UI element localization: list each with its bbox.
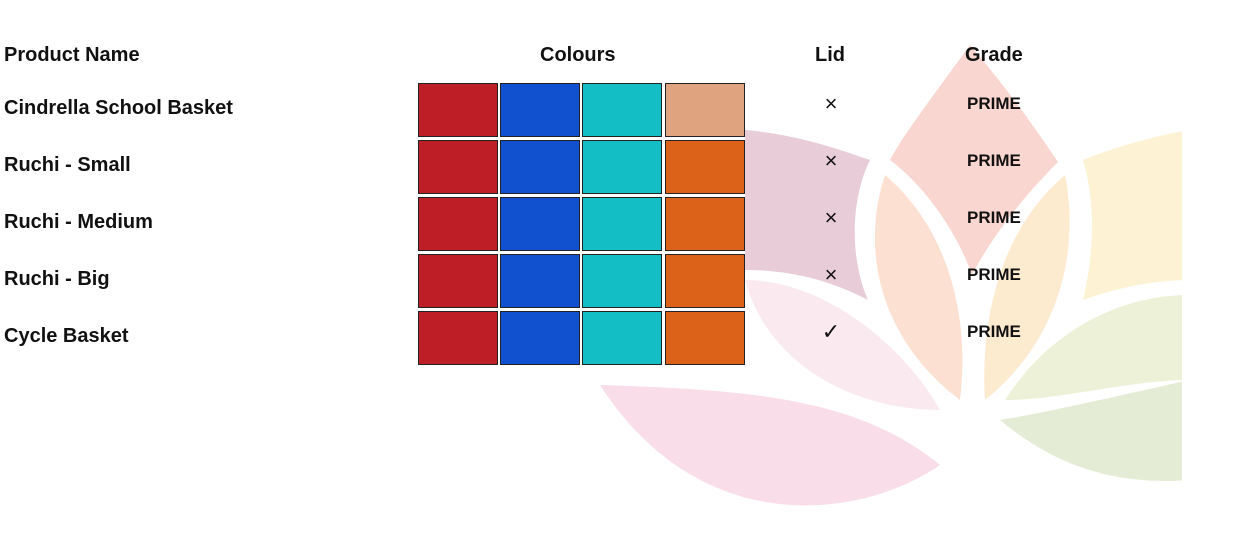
grade-value: PRIME xyxy=(967,208,1021,227)
colour-swatch xyxy=(665,140,745,194)
colour-swatch xyxy=(665,254,745,308)
colour-swatch xyxy=(418,197,498,251)
petal xyxy=(874,175,963,400)
grade-value: PRIME xyxy=(967,322,1021,341)
colour-swatch xyxy=(665,311,745,365)
petal xyxy=(745,280,940,410)
colour-swatch xyxy=(418,254,498,308)
colour-swatch xyxy=(500,311,580,365)
colour-swatch xyxy=(582,254,662,308)
petal xyxy=(890,45,1058,275)
colour-swatch xyxy=(500,254,580,308)
petal xyxy=(1005,295,1182,400)
colour-swatch xyxy=(418,311,498,365)
cross-icon: × xyxy=(824,91,838,116)
header-product-name: Product Name xyxy=(4,44,140,66)
product-name: Ruchi - Small xyxy=(4,154,131,176)
petal xyxy=(984,175,1070,400)
grade-value: PRIME xyxy=(967,94,1021,113)
colour-swatch xyxy=(500,83,580,137)
product-name: Ruchi - Medium xyxy=(4,211,153,233)
cross-icon: × xyxy=(824,205,838,230)
grade-value: PRIME xyxy=(967,151,1021,170)
colour-swatch xyxy=(665,83,745,137)
check-icon: ✓ xyxy=(821,319,841,344)
product-name: Cindrella School Basket xyxy=(4,97,233,119)
petal xyxy=(600,385,940,506)
colour-swatch xyxy=(665,197,745,251)
colour-swatch xyxy=(582,311,662,365)
colour-swatch xyxy=(500,197,580,251)
petal xyxy=(745,130,870,300)
cross-icon: × xyxy=(824,148,838,173)
colour-swatch xyxy=(582,83,662,137)
colour-swatch xyxy=(582,140,662,194)
petal xyxy=(1083,131,1182,300)
petal xyxy=(1000,381,1182,481)
grade-value: PRIME xyxy=(967,265,1021,284)
product-name: Cycle Basket xyxy=(4,325,129,347)
colour-swatch xyxy=(418,140,498,194)
header-colours: Colours xyxy=(540,44,616,66)
colour-swatch xyxy=(500,140,580,194)
cross-icon: × xyxy=(824,262,838,287)
header-grade: Grade xyxy=(965,44,1023,66)
product-name: Ruchi - Big xyxy=(4,268,110,290)
colour-swatch xyxy=(582,197,662,251)
colour-swatch xyxy=(418,83,498,137)
header-lid: Lid xyxy=(815,44,845,66)
